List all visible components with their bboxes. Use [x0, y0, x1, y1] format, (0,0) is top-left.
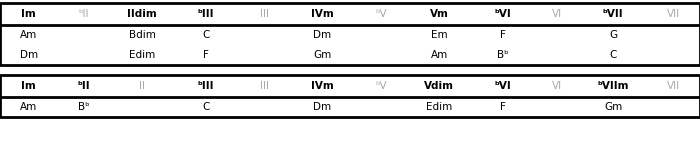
Text: ᵇVIIm: ᵇVIIm: [597, 81, 629, 91]
Text: C: C: [202, 102, 209, 112]
Text: III: III: [260, 9, 269, 19]
Text: Edim: Edim: [129, 50, 155, 60]
Text: IIdim: IIdim: [127, 9, 157, 19]
Text: ᵇVI: ᵇVI: [495, 81, 512, 91]
Text: ᵇII: ᵇII: [78, 9, 89, 19]
Text: Im: Im: [21, 81, 36, 91]
Text: ᵇIII: ᵇIII: [197, 9, 214, 19]
Text: Bᵇ: Bᵇ: [78, 102, 90, 112]
Text: Bdim: Bdim: [129, 30, 155, 40]
Text: Am: Am: [20, 30, 37, 40]
Text: IVm: IVm: [311, 81, 334, 91]
Text: ᵇII: ᵇII: [77, 81, 90, 91]
Text: III: III: [260, 81, 269, 91]
Text: ᵇV: ᵇV: [375, 81, 386, 91]
Text: Em: Em: [430, 30, 447, 40]
Text: Am: Am: [20, 102, 37, 112]
Text: VII: VII: [667, 9, 680, 19]
Text: ᵇVII: ᵇVII: [603, 9, 624, 19]
Text: F: F: [500, 102, 506, 112]
Text: VI: VI: [552, 81, 562, 91]
Text: Edim: Edim: [426, 102, 452, 112]
Text: IVm: IVm: [311, 9, 334, 19]
Text: VI: VI: [552, 9, 562, 19]
Text: Dm: Dm: [314, 102, 332, 112]
Text: ᵇIII: ᵇIII: [197, 81, 214, 91]
Text: Vm: Vm: [430, 9, 449, 19]
Text: F: F: [500, 30, 506, 40]
Text: ᵇV: ᵇV: [375, 9, 386, 19]
Text: Vdim: Vdim: [424, 81, 454, 91]
Text: C: C: [202, 30, 209, 40]
Text: Dm: Dm: [20, 50, 38, 60]
Text: G: G: [609, 30, 617, 40]
Text: VII: VII: [667, 81, 680, 91]
Text: II: II: [139, 81, 145, 91]
Text: C: C: [610, 50, 617, 60]
Text: ᵇVI: ᵇVI: [495, 9, 512, 19]
Text: Im: Im: [21, 9, 36, 19]
Text: F: F: [203, 50, 209, 60]
Text: Dm: Dm: [314, 30, 332, 40]
Text: Gm: Gm: [604, 102, 622, 112]
Text: Am: Am: [430, 50, 448, 60]
Text: Gm: Gm: [314, 50, 332, 60]
Text: Bᵇ: Bᵇ: [497, 50, 509, 60]
